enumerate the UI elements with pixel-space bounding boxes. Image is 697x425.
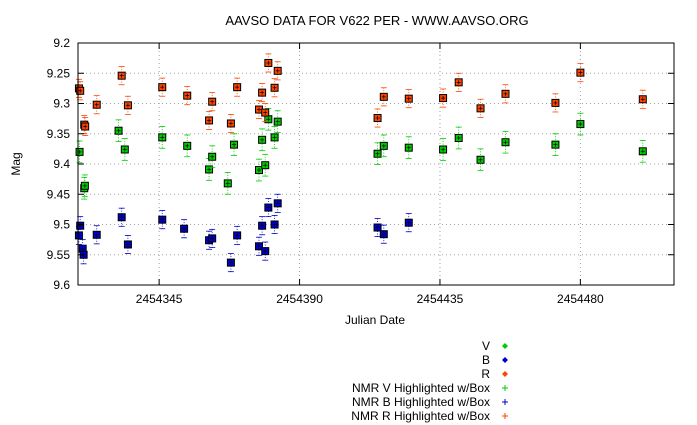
data-point-r [454, 72, 463, 92]
data-point-v [476, 148, 485, 172]
y-tick-label: 9.45 [47, 187, 71, 201]
data-point-r [373, 108, 382, 128]
legend-label: NMR V Highlighted w/Box [352, 381, 490, 395]
y-tick-label: 9.5 [53, 218, 70, 232]
data-point-v [439, 138, 448, 161]
y-tick-label: 9.6 [53, 278, 70, 292]
legend-label: R [481, 367, 490, 381]
data-point-v [373, 142, 382, 166]
data-point-r [261, 103, 270, 123]
y-tick-label: 9.3 [53, 97, 70, 111]
data-point-v [404, 136, 413, 159]
data-point-r [273, 61, 282, 81]
data-point-r [123, 95, 132, 115]
data-point-b [233, 225, 242, 245]
data-point-v [501, 130, 510, 154]
data-point-r [81, 117, 90, 136]
data-point-v [254, 158, 263, 182]
data-point-b [379, 224, 388, 244]
data-point-b [270, 215, 279, 234]
x-tick-label: 2454345 [136, 292, 183, 306]
data-point-b [258, 216, 267, 236]
data-point-v [80, 174, 89, 198]
axis-ticks: 9.2 9.25 9.3 9.35 9.4 9.45 9.5 9.55 9.6 2454345 24… [47, 36, 674, 306]
x-tick-label: 2454435 [417, 292, 464, 306]
data-point-b [208, 228, 217, 248]
data-point-r [501, 84, 510, 104]
data-point-v [638, 140, 647, 163]
data-point-b [404, 213, 413, 233]
x-tick-label: 2454390 [276, 292, 323, 306]
y-tick-label: 9.4 [53, 157, 70, 171]
legend-label: NMR R Highlighted w/Box [351, 409, 490, 423]
data-point-v [454, 126, 463, 150]
data-point-v [208, 145, 217, 169]
y-axis-label: Mag [9, 152, 23, 175]
data-point-v [120, 138, 129, 161]
data-point-r [183, 86, 192, 106]
data-point-v [230, 133, 239, 156]
data-point-r [379, 87, 388, 107]
data-point-r [258, 83, 267, 103]
data-point-b [373, 218, 382, 238]
data-point-b [273, 193, 282, 213]
legend-label: B [482, 353, 490, 367]
data-point-v [183, 134, 192, 158]
data-point-v [223, 172, 232, 195]
legend-diamond [502, 371, 508, 377]
data-points [74, 53, 647, 273]
data-point-v [75, 140, 84, 164]
data-point-b [158, 210, 167, 230]
data-point-r [205, 110, 214, 130]
data-point-b [117, 207, 126, 227]
y-tick-label: 9.35 [47, 127, 71, 141]
data-point-r [158, 77, 167, 97]
data-point-r [551, 93, 560, 113]
data-point-r [476, 98, 485, 118]
data-point-b [254, 236, 263, 256]
data-point-r [226, 113, 235, 133]
data-point-r [576, 63, 585, 83]
data-point-r [270, 78, 279, 98]
y-tick-label: 9.25 [47, 66, 71, 80]
grid-lines [78, 43, 674, 285]
data-point-b [264, 198, 273, 218]
plot-area-frame [77, 42, 675, 286]
y-tick-label: 9.2 [53, 36, 70, 50]
data-point-r [117, 66, 126, 86]
data-point-v [158, 126, 167, 149]
x-tick-label: 2454480 [557, 292, 604, 306]
chart-title: AAVSO DATA FOR V622 PER - WWW.AAVSO.ORG [225, 13, 528, 28]
legend-label: V [482, 339, 490, 353]
data-point-v [258, 128, 267, 152]
data-point-b [123, 234, 132, 254]
data-point-r [264, 53, 273, 73]
legend-diamond [502, 357, 508, 363]
data-point-b [180, 219, 189, 239]
legend-diamond [502, 343, 508, 349]
data-point-v [379, 134, 388, 158]
y-tick-label: 9.55 [47, 248, 71, 262]
data-point-b [261, 241, 270, 261]
data-point-v [205, 158, 214, 181]
data-point-v [576, 112, 585, 136]
data-point-v [261, 153, 270, 177]
data-point-v [270, 126, 279, 149]
data-point-b [226, 253, 235, 273]
legend-label: NMR B Highlighted w/Box [352, 395, 490, 409]
data-point-b [92, 225, 101, 245]
data-point-r [638, 89, 647, 109]
data-point-r [208, 92, 217, 112]
data-point-r [404, 89, 413, 109]
data-point-v [551, 133, 560, 156]
data-point-r [233, 77, 242, 97]
data-point-r [92, 95, 101, 115]
data-point-v [273, 110, 282, 133]
data-point-v [114, 119, 123, 143]
x-axis-label: Julian Date [345, 313, 405, 327]
data-point-r [439, 88, 448, 108]
